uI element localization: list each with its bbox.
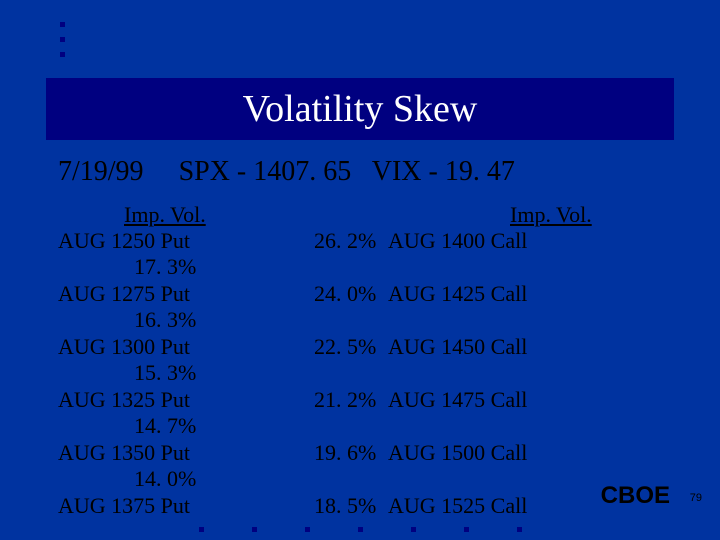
put-label: AUG 1325 Put bbox=[58, 387, 190, 413]
vix-text: VIX - 19. 47 bbox=[372, 156, 515, 187]
bullet-dot bbox=[60, 37, 65, 42]
call-label: AUG 1450 Call bbox=[388, 334, 527, 360]
spx-text: SPX - 1407. 65 bbox=[179, 156, 352, 187]
put-label: AUG 1300 Put bbox=[58, 334, 190, 360]
bullet-dot bbox=[411, 527, 416, 532]
footer-brand: CBOE bbox=[601, 482, 670, 510]
col-header-imp-vol-right: Imp. Vol. bbox=[510, 202, 592, 228]
col-header-imp-vol-left: Imp. Vol. bbox=[124, 202, 206, 228]
put-imp-vol: 22. 5% bbox=[314, 334, 376, 360]
decorative-bullets-bottom bbox=[0, 527, 720, 532]
decorative-bullets-top bbox=[60, 22, 65, 67]
put-imp-vol: 18. 5% bbox=[314, 493, 376, 519]
put-label: AUG 1375 Put bbox=[58, 493, 190, 519]
call-label: AUG 1400 Call bbox=[388, 228, 527, 254]
put-imp-vol: 26. 2% bbox=[314, 228, 376, 254]
bullet-dot bbox=[60, 52, 65, 57]
put-pct: 16. 3% bbox=[134, 307, 196, 333]
bullet-dot bbox=[199, 527, 204, 532]
call-label: AUG 1425 Call bbox=[388, 281, 527, 307]
put-pct: 14. 7% bbox=[134, 413, 196, 439]
call-label: AUG 1525 Call bbox=[388, 493, 527, 519]
bullet-dot bbox=[358, 527, 363, 532]
put-label: AUG 1250 Put bbox=[58, 228, 190, 254]
date-text: 7/19/99 bbox=[58, 156, 144, 187]
put-pct: 15. 3% bbox=[134, 360, 196, 386]
put-pct: 17. 3% bbox=[134, 254, 196, 280]
call-label: AUG 1500 Call bbox=[388, 440, 527, 466]
bullet-dot bbox=[305, 527, 310, 532]
bullet-dot bbox=[517, 527, 522, 532]
slide-title: Volatility Skew bbox=[46, 78, 674, 140]
put-pct: 14. 0% bbox=[134, 466, 196, 492]
put-imp-vol: 19. 6% bbox=[314, 440, 376, 466]
call-label: AUG 1475 Call bbox=[388, 387, 527, 413]
bullet-dot bbox=[60, 22, 65, 27]
put-imp-vol: 21. 2% bbox=[314, 387, 376, 413]
put-imp-vol: 24. 0% bbox=[314, 281, 376, 307]
page-number: 79 bbox=[690, 492, 702, 504]
put-label: AUG 1350 Put bbox=[58, 440, 190, 466]
bullet-dot bbox=[464, 527, 469, 532]
bullet-dot bbox=[252, 527, 257, 532]
put-label: AUG 1275 Put bbox=[58, 281, 190, 307]
slide-subheading: 7/19/99 SPX - 1407. 65 VIX - 19. 47 bbox=[58, 156, 515, 188]
